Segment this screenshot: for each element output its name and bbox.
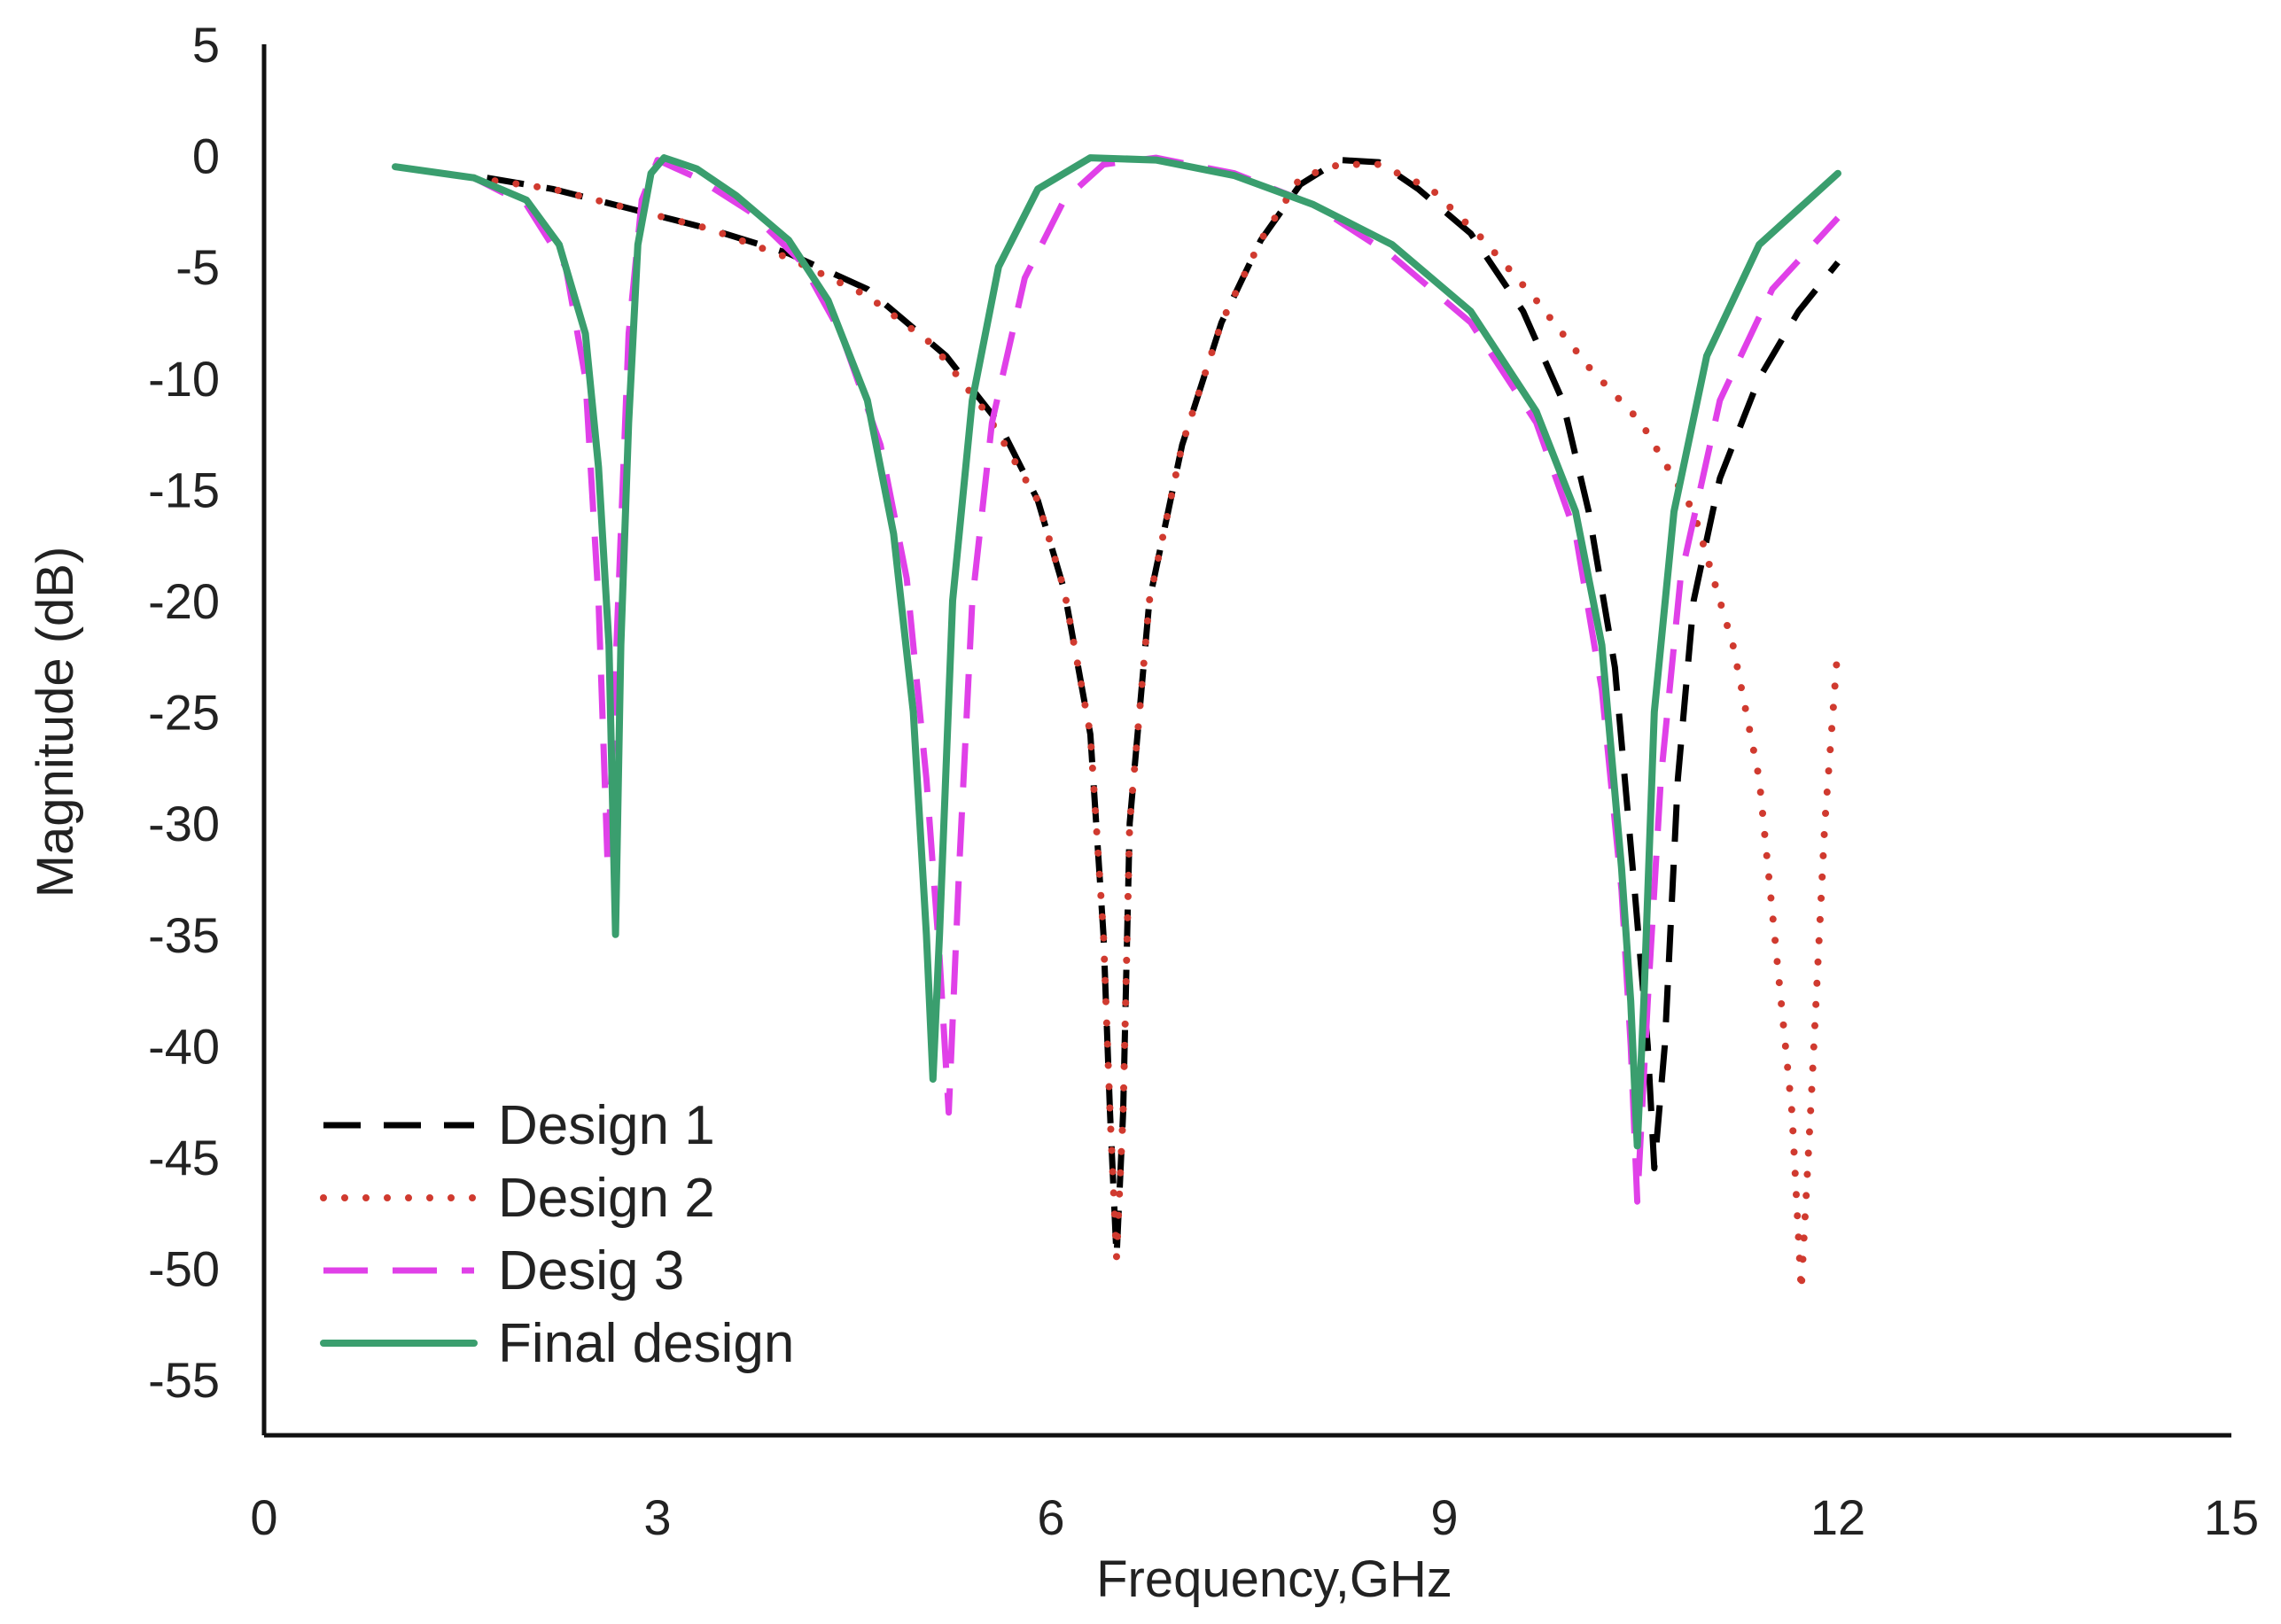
x-tick-label: 15 <box>2204 1489 2259 1545</box>
x-tick-label: 9 <box>1430 1489 1458 1545</box>
x-axis-label: Frequency,GHz <box>1096 1550 1452 1608</box>
y-tick-label: -20 <box>148 573 220 629</box>
y-tick-label: -10 <box>148 351 220 407</box>
y-axis-label: Magnitude (dB) <box>27 547 84 898</box>
y-tick-label: -15 <box>148 462 220 517</box>
legend-label: Desig 3 <box>498 1240 684 1302</box>
legend-label: Final design <box>498 1313 794 1374</box>
y-tick-label: -30 <box>148 796 220 851</box>
legend-label: Design 1 <box>498 1095 715 1156</box>
y-tick-label: -35 <box>148 907 220 963</box>
x-tick-label: 12 <box>1810 1489 1865 1545</box>
y-tick-label: 5 <box>192 17 220 73</box>
series-line-design-1 <box>487 157 1841 1261</box>
y-tick-label: -50 <box>148 1241 220 1297</box>
y-tick-label: -5 <box>175 239 220 295</box>
y-tick-label: -40 <box>148 1018 220 1074</box>
axes <box>261 44 2231 1438</box>
x-tick-label: 0 <box>250 1489 277 1545</box>
y-tick-label: -25 <box>148 685 220 741</box>
y-tick-label: -55 <box>148 1352 220 1408</box>
x-tick-label: 6 <box>1037 1489 1064 1545</box>
x-tick-label: 3 <box>643 1489 671 1545</box>
plot-lines <box>392 154 1841 1294</box>
y-tick-label: -45 <box>148 1130 220 1185</box>
y-tick-label: 0 <box>192 128 220 184</box>
legend-label: Design 2 <box>498 1168 715 1229</box>
legend: Design 1 Design 2 Desig 3 Final design <box>320 1095 794 1374</box>
y-tick-labels: 5 0 -5 -10 -15 -20 -25 -30 -35 -40 -45 -50 -55 <box>148 17 220 1408</box>
series-line-final-design <box>392 154 1841 1150</box>
x-tick-labels: 0 3 6 9 12 15 <box>250 1489 2259 1545</box>
